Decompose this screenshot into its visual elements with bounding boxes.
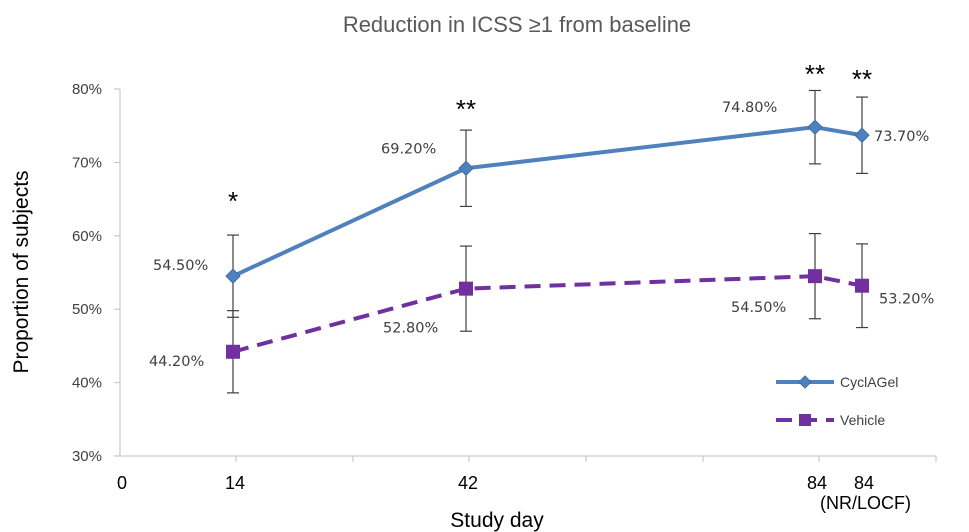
x-axis-title: Study day bbox=[450, 509, 544, 532]
x-tick-label: 14 bbox=[225, 473, 245, 493]
x-tick-label: 84 bbox=[854, 473, 874, 493]
series-line-vehicle bbox=[232, 274, 863, 354]
x-tick-label: 0 bbox=[117, 473, 127, 493]
marker-vehicle bbox=[226, 344, 240, 359]
data-label: 73.70% bbox=[874, 129, 929, 145]
legend-label: Vehicle bbox=[840, 412, 885, 428]
data-label: 53.20% bbox=[879, 292, 934, 308]
significance-marker: * bbox=[228, 186, 238, 216]
series-line-cyclagel bbox=[232, 125, 863, 278]
y-tick-label: 80% bbox=[72, 81, 102, 98]
legend-label: CyclAGel bbox=[840, 374, 898, 390]
marker-cyclagel bbox=[854, 127, 870, 143]
y-tick-label: 40% bbox=[72, 375, 102, 392]
marker-vehicle bbox=[459, 281, 473, 296]
y-axis-title: Proportion of subjects bbox=[10, 170, 33, 373]
significance-marker: ** bbox=[805, 59, 825, 89]
legend-marker-cyclagel bbox=[798, 375, 812, 389]
y-tick-label: 70% bbox=[72, 154, 102, 171]
marker-vehicle bbox=[855, 278, 869, 293]
chart-title: Reduction in ICSS ≥1 from baseline bbox=[343, 12, 691, 37]
significance-marker: ** bbox=[456, 94, 476, 124]
y-tick-label: 50% bbox=[72, 301, 102, 318]
legend-marker-vehicle bbox=[799, 414, 811, 426]
plot-area: 30% 40% 50% 60% 70% 80% 0 14 42 84 84(NR/LOCF) 54.5… bbox=[72, 59, 937, 513]
data-label: 44.20% bbox=[149, 354, 204, 370]
data-label: 54.50% bbox=[153, 258, 208, 274]
significance-marker: ** bbox=[852, 64, 872, 94]
y-tick-label: 60% bbox=[72, 228, 102, 245]
data-label: 69.20% bbox=[381, 141, 436, 157]
x-tick-label: 42 bbox=[458, 473, 478, 493]
marker-cyclagel bbox=[458, 160, 474, 176]
x-tick-label: 84 bbox=[807, 473, 827, 493]
data-label: 52.80% bbox=[383, 321, 438, 337]
y-tick-label: 30% bbox=[72, 448, 102, 465]
marker-cyclagel bbox=[225, 268, 241, 284]
marker-cyclagel bbox=[807, 119, 823, 135]
x-tick-sublabel: (NR/LOCF) bbox=[820, 493, 911, 513]
data-label: 74.80% bbox=[722, 100, 777, 116]
data-label: 54.50% bbox=[731, 300, 786, 316]
marker-vehicle bbox=[808, 269, 822, 284]
